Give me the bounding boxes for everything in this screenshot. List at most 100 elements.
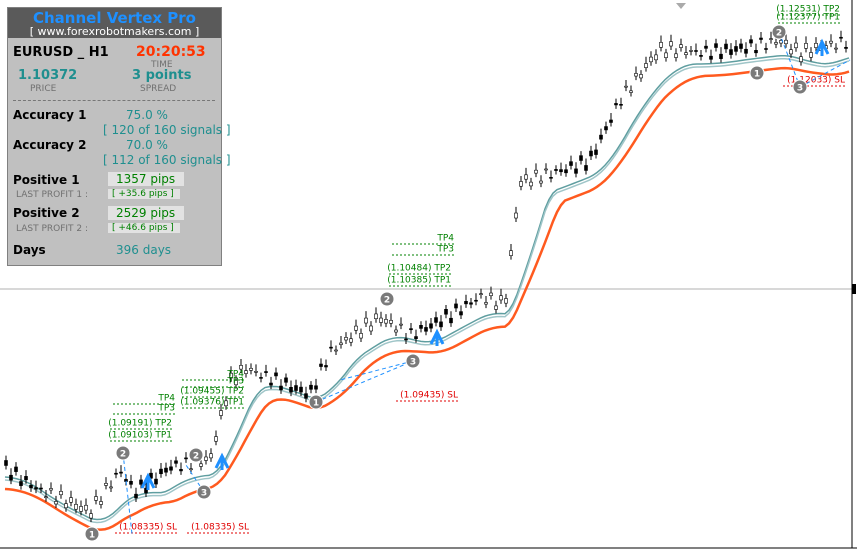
candle-body [484,302,488,305]
candle-body [324,365,328,368]
level-label: TP3 [226,377,244,387]
candle-body [564,169,568,174]
signal-connector [799,59,851,88]
price: 1.10372 [18,68,78,83]
candle-body [519,181,523,187]
candle-body [424,327,428,332]
candle-body [39,487,43,490]
candle-body [454,303,458,309]
candle-body [364,317,368,324]
candle-body [319,363,323,367]
candle-body [439,321,443,328]
signal-number: 2 [120,450,126,460]
candle-body [479,293,483,295]
candle-body [759,37,763,40]
candle-body [619,104,623,106]
signal-number: 1 [313,399,319,409]
signal-connector [185,464,205,493]
candle-body [754,50,758,54]
candle-body [29,484,33,489]
level-label: (1.10385) TP1 [387,276,451,286]
candle-body [679,44,683,48]
candle-body [219,410,223,416]
last-profit-label: LAST PROFIT 2 : [16,224,89,234]
candle-body [184,457,188,460]
candle-body [64,503,68,509]
candle-body [84,504,88,511]
candle-body [499,295,503,301]
signal-arrow [814,38,830,56]
candle-body [429,323,433,329]
candle-body [684,52,688,55]
candle-body [589,150,593,157]
signal-marker [405,353,421,369]
candle-body [449,317,453,324]
shift-marker [676,3,686,9]
signal-number: 3 [410,358,416,368]
candle-body [774,42,778,45]
level-label: (1.12033) SL [787,76,845,86]
level-label: (1.09455) TP2 [180,387,244,397]
candle-body [844,46,848,49]
candle-body [89,513,93,519]
candle-body [609,119,613,123]
candle-body [189,468,193,471]
candle-body [574,168,578,174]
candle-body [389,319,393,324]
signal-number: 3 [201,489,207,499]
candle-body [169,466,173,471]
candle-body [269,382,273,386]
level-label: TP4 [157,394,175,404]
candle-body [74,503,78,510]
candle-body [394,329,398,333]
signal-arrow [140,472,156,490]
positive-label: Positive 1 [13,173,80,187]
signal-connector [315,360,414,403]
candle-body [524,174,528,180]
candle-body [699,54,703,57]
candle-body [654,54,658,61]
spread-label: SPREAD [140,84,177,94]
signal-marker [308,394,324,410]
candle-body [799,56,803,62]
signal-marker [196,484,212,500]
candle-body [614,103,618,106]
candle-body [514,212,518,219]
candle-body [674,53,678,58]
candle-body [579,155,583,161]
candle-body [414,336,418,339]
candle-body [114,472,118,475]
candle-body [354,325,358,331]
panel-header [8,8,221,38]
signal-number: 1 [754,70,760,80]
signal-marker [771,24,787,40]
candle-body [154,478,158,485]
candle-body [299,386,303,393]
candle-body [359,333,363,339]
candle-body [549,177,553,179]
info-panel: Channel Vertex Pro [ www.forexrobotmaker… [7,7,231,266]
last-profit-label: LAST PROFIT 1 : [16,190,89,200]
symbol: EURUSD _ H1 [13,45,109,60]
candle-body [244,370,248,374]
signal-arrow [429,328,445,346]
candle-body [644,63,648,68]
candle-body [159,468,163,475]
candle-body [174,460,178,464]
candle-body [704,45,708,49]
candle-body [349,338,353,343]
channel-lower [4,66,850,531]
candle-body [569,161,573,166]
level-label: (1.09103) TP1 [108,431,172,441]
candle-body [209,453,213,459]
candle-body [409,328,413,331]
price-plot [4,30,850,531]
candle-body [94,496,98,501]
candle-body [804,43,808,49]
candle-body [44,496,48,498]
level-label: TP4 [226,370,244,380]
positive-value: 2529 pips [108,206,184,220]
days-value: 396 days [116,243,172,257]
price-label: PRICE [30,84,57,94]
